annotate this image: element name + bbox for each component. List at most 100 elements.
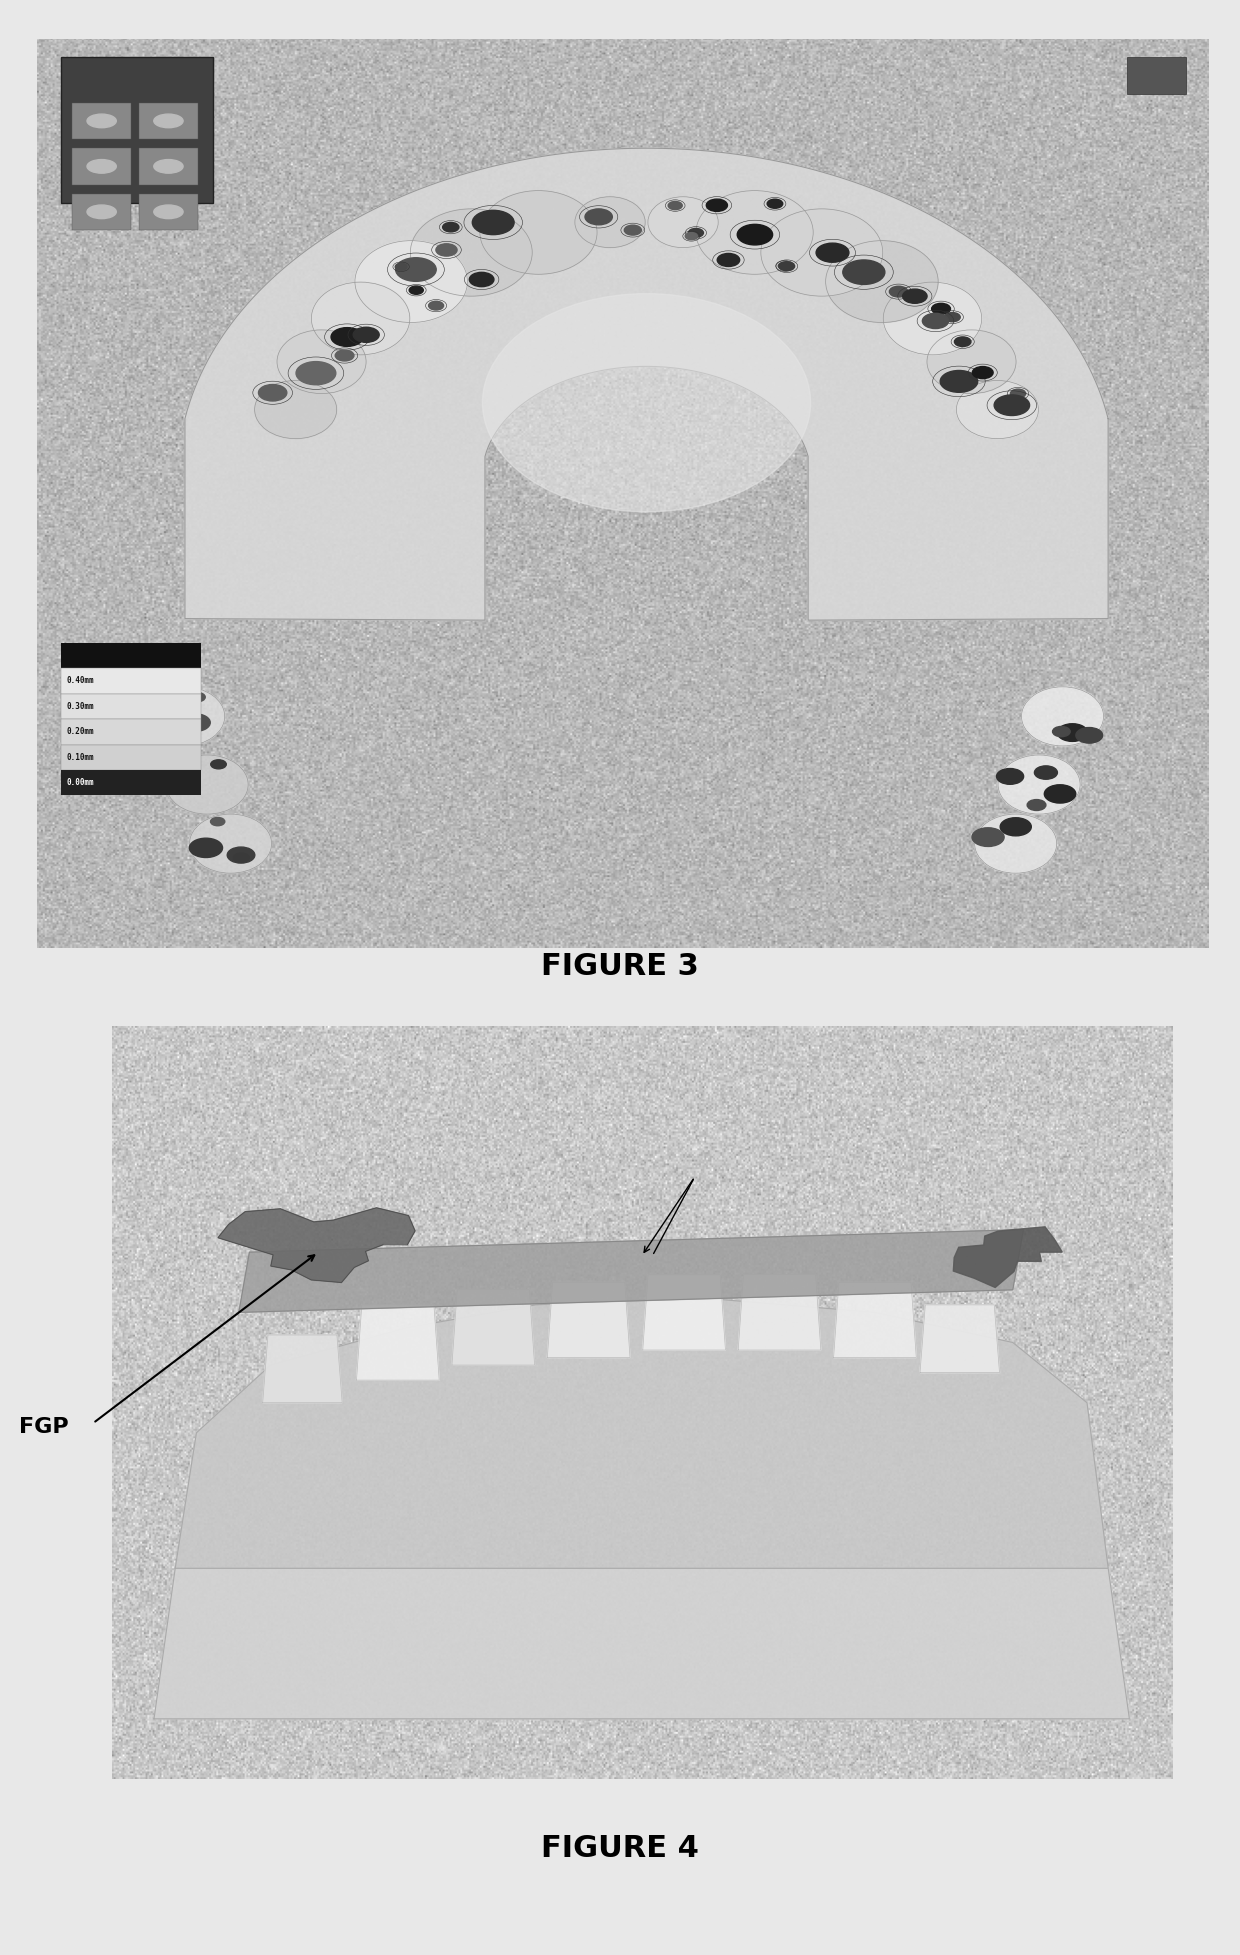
Ellipse shape bbox=[686, 233, 698, 240]
Polygon shape bbox=[738, 1275, 821, 1351]
Ellipse shape bbox=[436, 244, 458, 256]
Bar bbox=[61, 669, 201, 694]
Ellipse shape bbox=[258, 385, 286, 401]
Ellipse shape bbox=[154, 113, 184, 127]
Bar bbox=[72, 149, 131, 184]
Ellipse shape bbox=[972, 827, 1004, 847]
Ellipse shape bbox=[254, 381, 337, 438]
Ellipse shape bbox=[955, 336, 971, 346]
Ellipse shape bbox=[331, 328, 363, 346]
Ellipse shape bbox=[1034, 766, 1058, 780]
Text: 0.20mm: 0.20mm bbox=[67, 727, 94, 737]
Bar bbox=[139, 149, 197, 184]
Ellipse shape bbox=[575, 197, 645, 248]
Ellipse shape bbox=[355, 240, 467, 323]
Ellipse shape bbox=[148, 716, 179, 733]
Ellipse shape bbox=[624, 225, 641, 235]
Polygon shape bbox=[175, 1298, 1109, 1568]
Ellipse shape bbox=[87, 160, 117, 174]
Ellipse shape bbox=[296, 362, 336, 385]
Ellipse shape bbox=[480, 192, 596, 274]
Ellipse shape bbox=[443, 223, 459, 233]
Ellipse shape bbox=[696, 192, 813, 274]
Ellipse shape bbox=[335, 350, 353, 362]
Ellipse shape bbox=[956, 381, 1038, 438]
Ellipse shape bbox=[843, 260, 885, 283]
Ellipse shape bbox=[931, 303, 951, 315]
Ellipse shape bbox=[998, 755, 1080, 813]
Ellipse shape bbox=[166, 755, 248, 813]
Ellipse shape bbox=[1011, 389, 1025, 399]
Ellipse shape bbox=[883, 282, 982, 356]
Bar bbox=[61, 643, 201, 669]
Ellipse shape bbox=[211, 817, 224, 825]
Ellipse shape bbox=[190, 839, 222, 858]
Ellipse shape bbox=[997, 768, 1024, 784]
Ellipse shape bbox=[717, 254, 740, 266]
Ellipse shape bbox=[1044, 784, 1076, 804]
Ellipse shape bbox=[345, 330, 362, 340]
Ellipse shape bbox=[1001, 817, 1032, 837]
Ellipse shape bbox=[396, 264, 407, 270]
Bar bbox=[61, 770, 201, 796]
Polygon shape bbox=[263, 1335, 342, 1404]
Ellipse shape bbox=[429, 301, 444, 311]
Ellipse shape bbox=[889, 285, 908, 297]
Ellipse shape bbox=[779, 262, 795, 270]
Ellipse shape bbox=[190, 692, 206, 702]
Bar bbox=[61, 57, 213, 203]
Ellipse shape bbox=[180, 714, 211, 731]
Ellipse shape bbox=[975, 813, 1056, 874]
Ellipse shape bbox=[410, 209, 532, 295]
Polygon shape bbox=[954, 1228, 1063, 1288]
Bar bbox=[139, 194, 197, 231]
Ellipse shape bbox=[87, 205, 117, 219]
Ellipse shape bbox=[940, 371, 977, 393]
Polygon shape bbox=[239, 1230, 1023, 1312]
Ellipse shape bbox=[409, 285, 423, 295]
Ellipse shape bbox=[761, 209, 883, 295]
Ellipse shape bbox=[972, 366, 993, 379]
Ellipse shape bbox=[928, 330, 1016, 393]
Ellipse shape bbox=[469, 272, 494, 287]
Bar bbox=[139, 104, 197, 139]
Ellipse shape bbox=[668, 201, 682, 209]
Ellipse shape bbox=[779, 262, 791, 270]
Polygon shape bbox=[154, 1568, 1130, 1718]
Bar bbox=[1127, 57, 1185, 94]
Ellipse shape bbox=[396, 258, 436, 282]
Ellipse shape bbox=[353, 326, 379, 342]
Polygon shape bbox=[833, 1282, 916, 1357]
Ellipse shape bbox=[211, 760, 226, 768]
Text: 0.10mm: 0.10mm bbox=[67, 753, 94, 762]
Text: FIGURE 3: FIGURE 3 bbox=[541, 952, 699, 981]
Ellipse shape bbox=[190, 813, 272, 874]
Polygon shape bbox=[185, 149, 1109, 620]
Ellipse shape bbox=[1022, 686, 1104, 747]
Ellipse shape bbox=[233, 852, 249, 862]
Ellipse shape bbox=[707, 199, 728, 211]
Ellipse shape bbox=[738, 225, 773, 244]
Bar bbox=[61, 694, 201, 719]
Text: 0.30mm: 0.30mm bbox=[67, 702, 94, 712]
Polygon shape bbox=[642, 1275, 725, 1351]
Ellipse shape bbox=[87, 113, 117, 127]
Bar bbox=[61, 745, 201, 770]
Ellipse shape bbox=[826, 240, 939, 323]
Bar bbox=[72, 194, 131, 231]
Text: 0.40mm: 0.40mm bbox=[67, 676, 94, 686]
Ellipse shape bbox=[768, 199, 782, 209]
Polygon shape bbox=[357, 1304, 439, 1380]
Ellipse shape bbox=[816, 242, 849, 262]
Ellipse shape bbox=[647, 197, 718, 248]
Polygon shape bbox=[218, 1208, 415, 1282]
Bar bbox=[72, 104, 131, 139]
Ellipse shape bbox=[227, 847, 254, 862]
Bar bbox=[61, 719, 201, 745]
Text: FGP: FGP bbox=[19, 1417, 68, 1437]
Ellipse shape bbox=[1076, 727, 1102, 743]
Ellipse shape bbox=[154, 205, 184, 219]
Ellipse shape bbox=[923, 313, 949, 328]
Text: FIGURE 4: FIGURE 4 bbox=[541, 1834, 699, 1863]
Text: 0.00mm: 0.00mm bbox=[67, 778, 94, 788]
